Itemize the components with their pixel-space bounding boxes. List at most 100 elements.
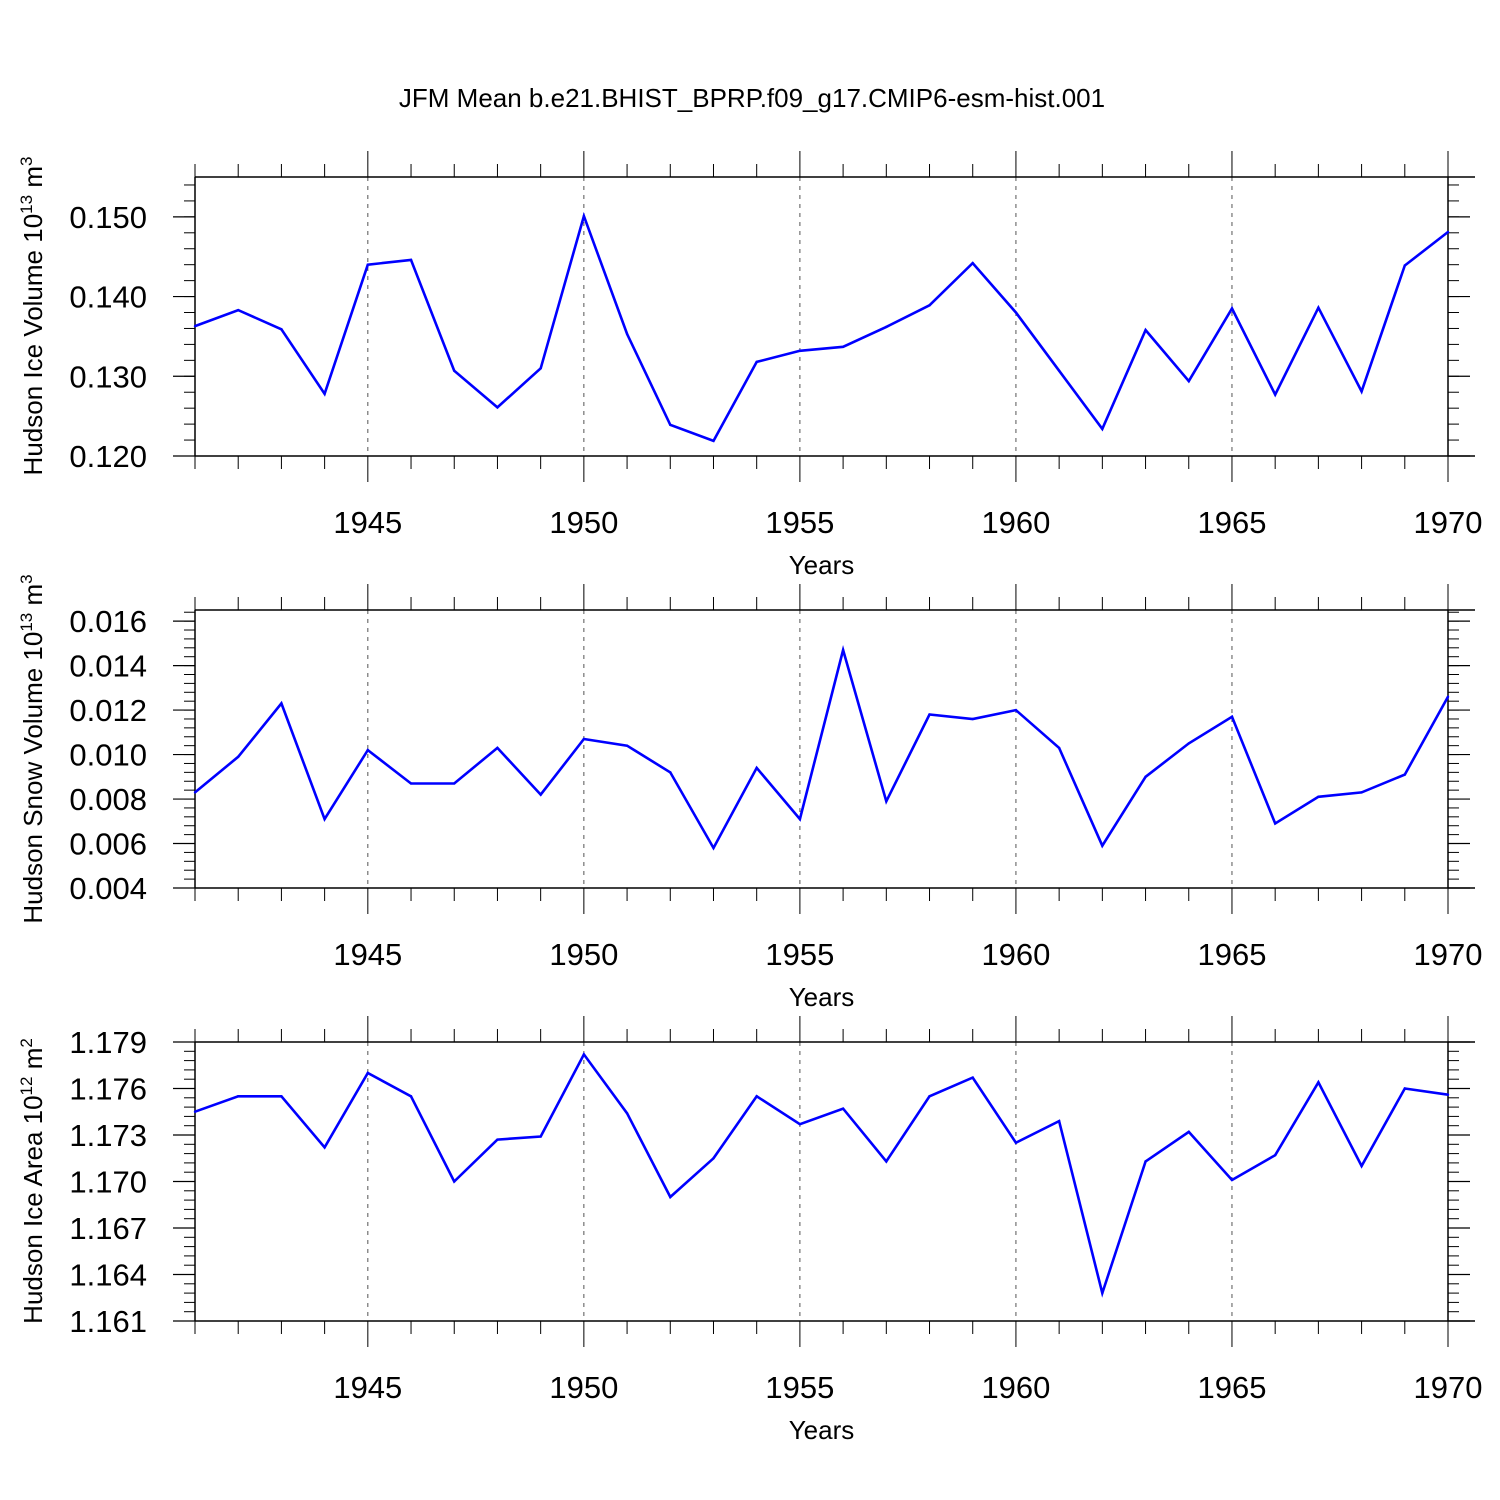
y-tick-label: 0.012 <box>69 693 147 728</box>
snow-volume-data-point <box>323 817 326 821</box>
ice-volume-data-point <box>712 439 715 443</box>
ice-area-data-point <box>539 1135 542 1138</box>
y-tick-label: 0.004 <box>69 871 147 906</box>
ice-volume-data-point <box>971 261 974 265</box>
y-tick-label: 0.010 <box>69 738 147 773</box>
y-axis-label: Hudson Ice Area 1012 m2 <box>17 1038 48 1324</box>
snow-volume-data-point <box>280 702 283 705</box>
snow-volume-series-line <box>194 645 1450 851</box>
x-tick-label: 1950 <box>549 1370 618 1405</box>
snow-volume-data-point <box>1144 775 1147 778</box>
y-tick-label: 1.164 <box>69 1258 147 1293</box>
ice-volume-data-point <box>1403 264 1406 267</box>
ice-volume-data-point <box>1187 379 1190 383</box>
ice-volume-data-point <box>366 263 370 266</box>
x-tick-label: 1955 <box>765 505 834 540</box>
ice-volume-data-point <box>193 324 197 328</box>
ice-volume-data-point <box>798 349 802 352</box>
ice-area-data-point <box>928 1095 931 1098</box>
ice-area-series-line <box>194 1051 1449 1298</box>
snow-volume-data-point <box>885 800 888 803</box>
ice-area-data-point <box>1057 1119 1061 1123</box>
ice-volume-data-point <box>669 423 672 427</box>
x-tick-label: 1960 <box>981 1370 1050 1405</box>
y-tick-label: 0.150 <box>69 200 147 235</box>
ice-volume-data-point <box>1273 393 1277 396</box>
x-tick-label: 1945 <box>333 1370 402 1405</box>
snow-volume-data-point <box>798 817 802 821</box>
x-tick-label: 1945 <box>333 937 402 972</box>
ice-volume-data-point <box>1360 390 1363 393</box>
y-axis-label-exponent: 13 <box>17 613 36 632</box>
x-tick-label: 1970 <box>1414 505 1483 540</box>
x-tick-label: 1955 <box>765 1370 834 1405</box>
ice-area-data-point <box>193 1110 197 1113</box>
ice-volume-data-point <box>928 304 931 307</box>
snow-volume-data-point <box>841 648 845 652</box>
ice-volume-data-point <box>1446 230 1450 234</box>
ice-area-data-point <box>1101 1291 1104 1295</box>
y-tick-label: 1.179 <box>69 1025 147 1060</box>
ice-volume-data-point <box>539 367 542 370</box>
ice-area-data-point <box>1230 1178 1234 1182</box>
ice-area-data-point <box>1317 1081 1320 1084</box>
y-tick-label: 0.006 <box>69 827 147 862</box>
y-axis-label-main: Hudson Ice Volume 10 <box>18 214 48 476</box>
x-tick-label: 1960 <box>981 505 1050 540</box>
snow-volume-data-point <box>625 744 629 747</box>
snow-volume-data-point <box>1446 695 1450 698</box>
x-tick-label: 1945 <box>333 505 402 540</box>
ice-area-data-point <box>798 1122 802 1126</box>
ice-area-panel: 1.161 1.164 1.167 1.170 1.173 1.176 1.179 1945 1… <box>17 1016 1482 1445</box>
ice-area-data-point <box>323 1146 326 1149</box>
ice-area-data-point <box>885 1160 888 1163</box>
snow-volume-data-point <box>366 748 370 752</box>
ice-volume-data-point <box>582 214 586 218</box>
y-axis-label-main: Hudson Snow Volume 10 <box>18 632 48 924</box>
ice-area-data-point <box>1187 1130 1190 1134</box>
ice-area-data-point <box>1014 1141 1018 1144</box>
ice-volume-data-point <box>1144 328 1147 332</box>
ice-volume-data-point <box>323 392 326 396</box>
y-tick-label: 1.173 <box>69 1118 147 1153</box>
snow-volume-data-point <box>1014 708 1018 712</box>
snow-volume-data-point <box>1230 715 1234 718</box>
x-axis-label: Years <box>789 982 855 1012</box>
y-axis-label-unit-exponent: 2 <box>17 1038 36 1047</box>
y-axis-label: Hudson Snow Volume 1013 m3 <box>17 574 48 923</box>
y-axis-label-unit-exponent: 3 <box>17 157 36 166</box>
ice-area-data-point <box>669 1195 672 1199</box>
x-tick-label: 1965 <box>1197 505 1266 540</box>
ice-volume-data-point <box>280 328 283 331</box>
ice-area-data-point <box>1403 1087 1406 1090</box>
ice-volume-data-point <box>1014 311 1018 314</box>
ice-area-data-point <box>453 1180 456 1183</box>
snow-volume-data-point <box>1273 822 1277 825</box>
y-tick-label: 0.014 <box>69 649 147 684</box>
chart-title: JFM Mean b.e21.BHIST_BPRP.f09_g17.CMIP6-… <box>399 83 1105 113</box>
x-tick-label: 1955 <box>765 937 834 972</box>
x-axis-label: Years <box>789 550 855 580</box>
snow-volume-data-point <box>1317 795 1320 799</box>
ice-volume-series-line <box>194 211 1449 443</box>
panels: 0.120 0.130 0.140 0.150 1945 1950 1955 1960 1965… <box>17 151 1482 1445</box>
snow-volume-data-point <box>582 737 586 741</box>
snow-volume-data-point <box>928 713 931 716</box>
ice-volume-data-point <box>885 325 888 329</box>
ice-area-data-point <box>1273 1153 1277 1157</box>
ice-area-data-point <box>755 1095 758 1098</box>
ice-area-data-point <box>1144 1160 1147 1163</box>
snow-volume-data-point <box>1057 746 1061 750</box>
ice-area-data-point <box>409 1095 413 1098</box>
snow-volume-data-point <box>1360 791 1363 794</box>
snow-volume-data-point <box>237 755 240 758</box>
snow-volume-data-point <box>539 793 542 796</box>
ice-area-data-point <box>237 1095 240 1098</box>
ice-volume-data-point <box>237 308 240 312</box>
ice-area-data-point <box>625 1112 629 1115</box>
ice-volume-data-point <box>841 345 845 348</box>
y-tick-label: 1.167 <box>69 1211 147 1246</box>
y-axis-label-unit-exponent: 3 <box>17 574 36 583</box>
ice-volume-data-point <box>755 360 758 364</box>
ice-area-data-point <box>280 1095 283 1098</box>
